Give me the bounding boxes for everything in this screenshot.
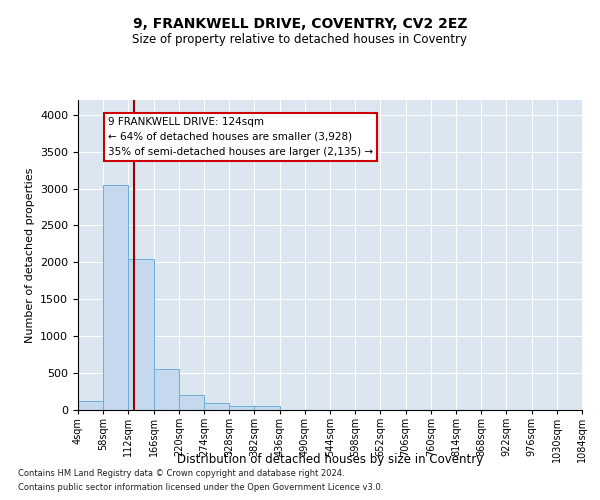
Y-axis label: Number of detached properties: Number of detached properties xyxy=(25,168,35,342)
Bar xyxy=(229,406,254,410)
Text: Distribution of detached houses by size in Coventry: Distribution of detached houses by size … xyxy=(177,452,483,466)
Bar xyxy=(254,406,280,410)
Bar xyxy=(204,402,229,410)
Text: Contains HM Land Registry data © Crown copyright and database right 2024.: Contains HM Land Registry data © Crown c… xyxy=(18,468,344,477)
Text: 9 FRANKWELL DRIVE: 124sqm
← 64% of detached houses are smaller (3,928)
35% of se: 9 FRANKWELL DRIVE: 124sqm ← 64% of detac… xyxy=(108,117,373,156)
Bar xyxy=(154,370,179,410)
Text: Size of property relative to detached houses in Coventry: Size of property relative to detached ho… xyxy=(133,32,467,46)
Text: 9, FRANKWELL DRIVE, COVENTRY, CV2 2EZ: 9, FRANKWELL DRIVE, COVENTRY, CV2 2EZ xyxy=(133,18,467,32)
Text: Contains public sector information licensed under the Open Government Licence v3: Contains public sector information licen… xyxy=(18,484,383,492)
Bar xyxy=(128,258,154,410)
Bar xyxy=(103,185,128,410)
Bar xyxy=(78,401,103,410)
Bar xyxy=(179,395,204,410)
